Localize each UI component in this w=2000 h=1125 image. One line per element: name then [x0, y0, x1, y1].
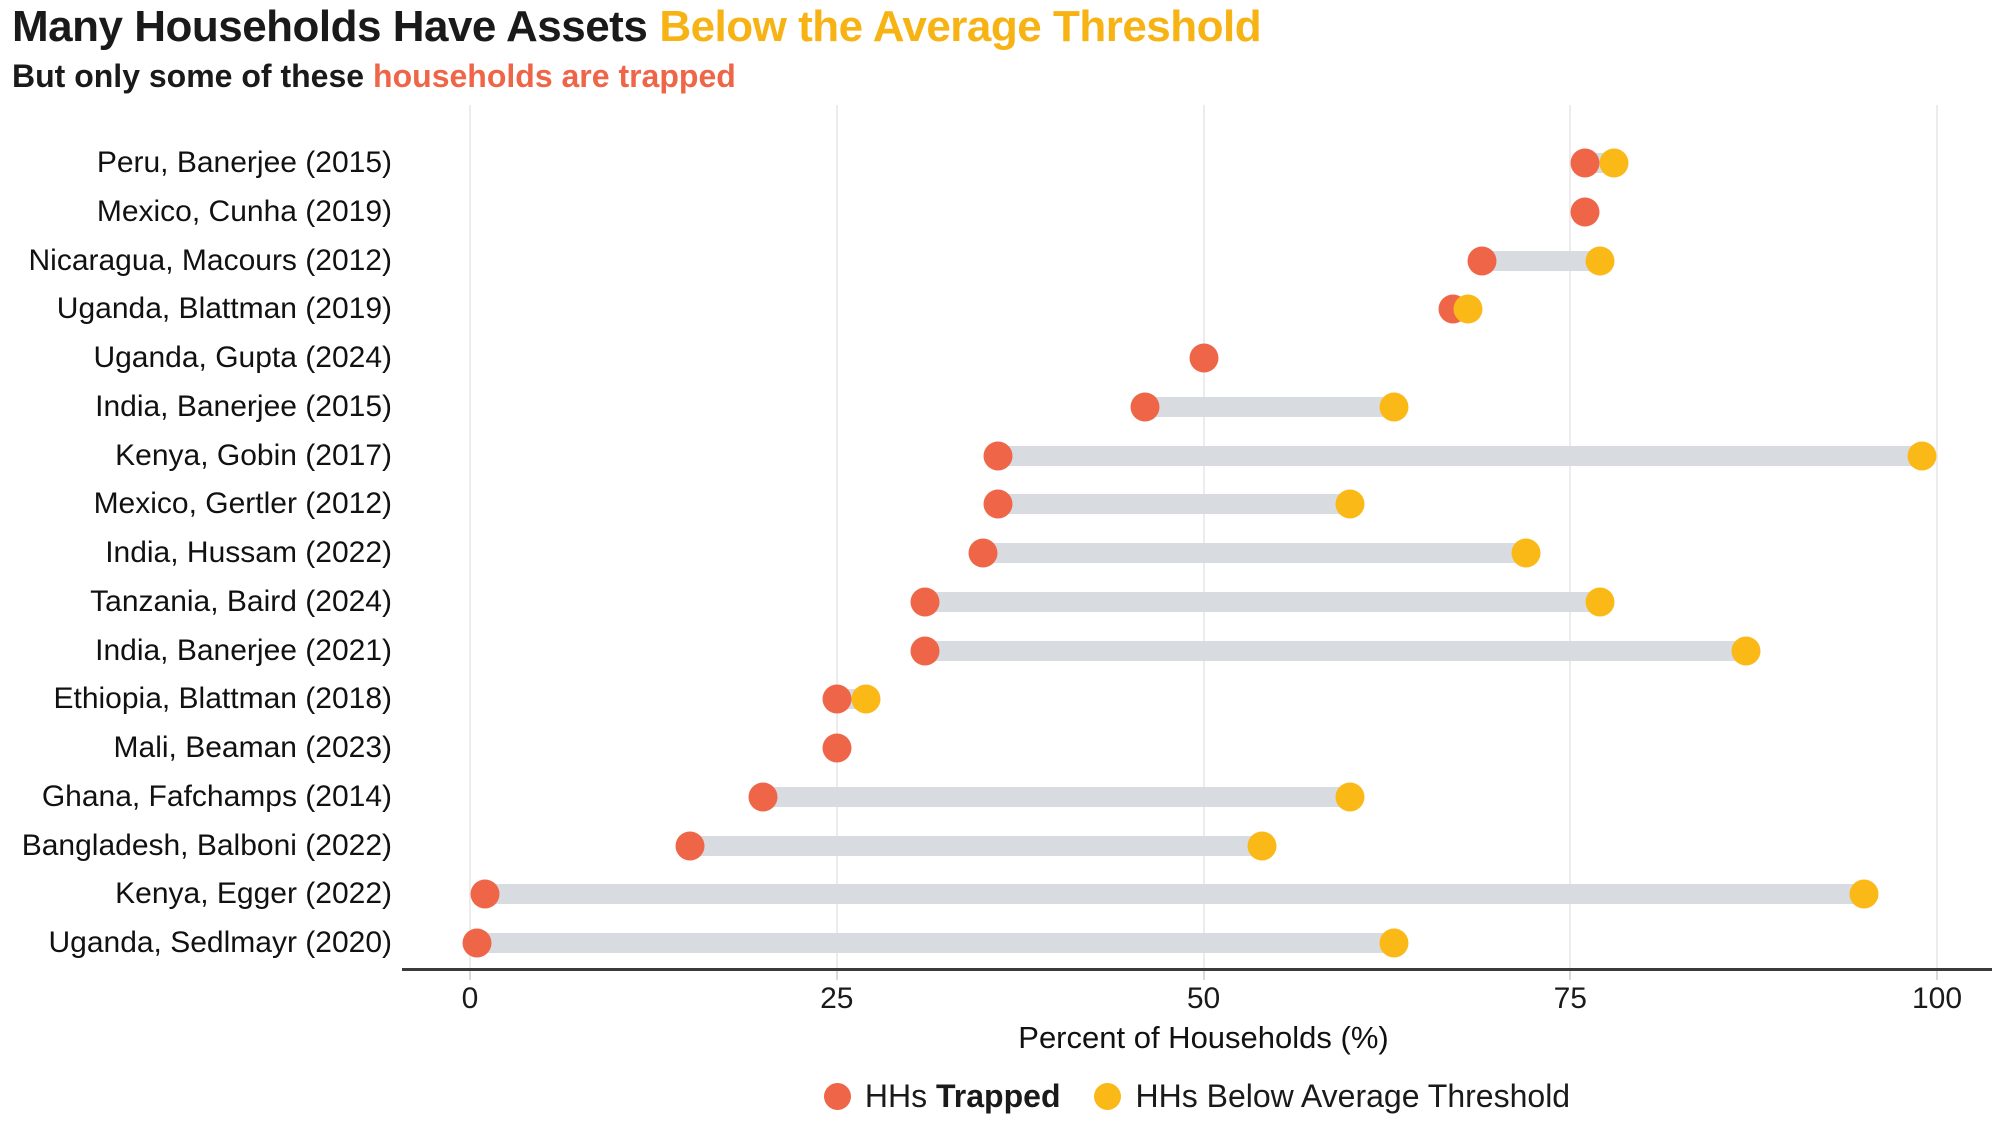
below-threshold-dot: [1585, 246, 1615, 275]
x-axis-title: Percent of Households (%): [1018, 1020, 1389, 1055]
row-label: Peru, Banerjee (2015): [96, 146, 392, 179]
connector-bar: [998, 445, 1923, 466]
gridline-100: [1936, 105, 1938, 968]
connector-bar: [1482, 250, 1600, 271]
below-threshold-dot: [1379, 928, 1409, 958]
row-label: Ghana, Fafchamps (2014): [41, 779, 392, 813]
legend-item-below-threshold: HHs Below Average Threshold: [1094, 1078, 1570, 1115]
chart-subtitle: But only some of these households are tra…: [12, 58, 736, 95]
trapped-dot: [822, 733, 852, 763]
below-threshold-dot: [1247, 831, 1277, 860]
below-threshold-dot: [1599, 148, 1629, 178]
legend-label-trapped: HHs Trapped: [864, 1078, 1061, 1114]
below-threshold-dot: [1511, 538, 1541, 568]
tick-label-75: 75: [1553, 982, 1587, 1015]
tick-75: [1569, 971, 1572, 980]
row-label: India, Hussam (2022): [105, 536, 392, 569]
row-label: Uganda, Gupta (2024): [93, 341, 392, 374]
trapped-dot: [1189, 343, 1218, 373]
trapped-dot: [910, 636, 940, 665]
tick-50: [1202, 971, 1205, 980]
row-label: Tanzania, Baird (2024): [90, 584, 392, 618]
below-threshold-dot: [1585, 587, 1615, 617]
gridline-50: [1202, 105, 1205, 968]
connector-bar: [924, 591, 1600, 612]
chart-title-accent: Below the Average Threshold: [659, 2, 1262, 51]
below-threshold-dot: [1849, 879, 1879, 909]
trapped-legend-dot: [823, 1083, 851, 1110]
row-label: Mali, Beaman (2023): [113, 731, 392, 764]
chart-subtitle-accent: households are trapped: [373, 58, 736, 94]
row-label: Kenya, Egger (2022): [115, 877, 392, 911]
connector-bar: [763, 786, 1351, 807]
trapped-dot: [910, 587, 940, 617]
trapped-dot: [1570, 197, 1600, 227]
below-threshold-dot: [1731, 636, 1761, 665]
gridline-25: [835, 105, 838, 968]
connector-bar: [690, 835, 1263, 856]
row-label: Mexico, Cunha (2019): [96, 194, 392, 228]
connector-bar: [1144, 396, 1395, 417]
tick-label-0: 0: [461, 982, 479, 1015]
tick-100: [1936, 971, 1938, 980]
gridline-75: [1569, 105, 1572, 968]
trapped-dot: [983, 441, 1013, 470]
row-label: India, Banerjee (2021): [95, 633, 392, 667]
chart-title-black: Many Households Have Assets: [12, 2, 648, 51]
row-label: Ethiopia, Blattman (2018): [53, 682, 392, 716]
x-axis-line: [402, 968, 1992, 971]
below-threshold-dot: [1379, 392, 1409, 422]
trapped-dot: [983, 489, 1013, 519]
row-label: Kenya, Gobin (2017): [115, 438, 392, 472]
row-label: Uganda, Blattman (2019): [56, 292, 392, 326]
row-label: India, Banerjee (2015): [95, 389, 392, 423]
trapped-dot: [675, 831, 705, 860]
row-label: Uganda, Sedlmayr (2020): [48, 926, 392, 959]
gridline-0: [469, 105, 471, 968]
row-label: Bangladesh, Balboni (2022): [21, 828, 392, 862]
below-threshold-dot: [1335, 489, 1365, 519]
row-label: Mexico, Gertler (2012): [93, 487, 392, 521]
tick-label-100: 100: [1911, 982, 1963, 1015]
connector-bar: [924, 640, 1747, 661]
tick-25: [835, 971, 838, 980]
below-threshold-dot: [1453, 294, 1483, 324]
trapped-dot: [1130, 392, 1160, 422]
trapped-dot: [822, 684, 852, 714]
below-threshold-dot: [1335, 782, 1365, 812]
legend: HHs Trapped HHs Below Average Threshold: [400, 1078, 1994, 1115]
legend-label-below-threshold: HHs Below Average Threshold: [1135, 1078, 1571, 1114]
connector-bar: [983, 543, 1527, 563]
connector-bar: [484, 884, 1864, 905]
trapped-dot: [470, 879, 500, 909]
connector-bar: [477, 933, 1395, 953]
trapped-dot: [462, 928, 492, 958]
tick-0: [469, 971, 471, 980]
legend-item-trapped: HHs Trapped: [823, 1078, 1061, 1115]
trapped-dot: [1467, 246, 1497, 275]
chart-title: Many Households Have Assets Below the Ave…: [12, 2, 1262, 52]
connector-bar: [998, 494, 1351, 515]
trapped-dot: [968, 538, 998, 568]
tick-label-50: 50: [1186, 982, 1221, 1015]
below-threshold-dot: [1907, 441, 1937, 470]
chart-subtitle-black: But only some of these: [12, 58, 365, 94]
row-label: Nicaragua, Macours (2012): [28, 243, 392, 277]
trapped-dot: [748, 782, 778, 812]
below-threshold-dot: [851, 684, 881, 714]
tick-label-25: 25: [820, 982, 854, 1015]
trapped-dot: [1570, 148, 1600, 178]
below-threshold-legend-dot: [1094, 1083, 1122, 1110]
